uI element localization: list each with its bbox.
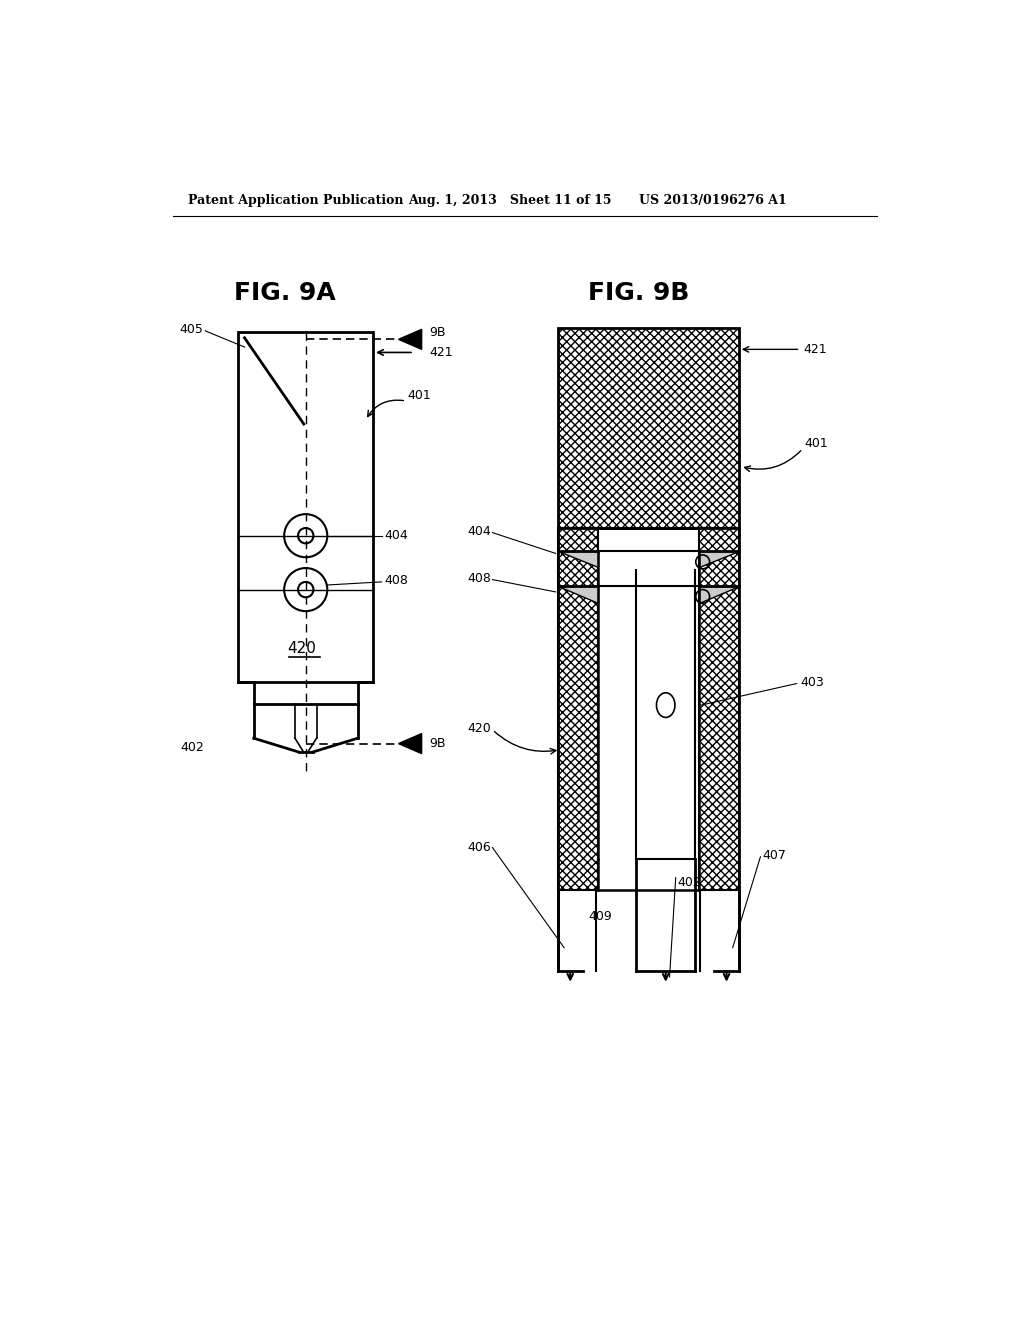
Text: FIG. 9B: FIG. 9B [588, 281, 689, 305]
Text: 9B: 9B [429, 737, 445, 750]
Text: 408: 408 [467, 572, 490, 585]
Bar [558, 327, 739, 528]
Polygon shape [698, 586, 739, 603]
Text: 408: 408 [385, 574, 409, 587]
Text: 409: 409 [589, 911, 612, 924]
Polygon shape [398, 330, 422, 350]
Text: 421: 421 [429, 346, 453, 359]
Text: 404: 404 [467, 524, 490, 537]
Bar [698, 528, 739, 890]
Text: US 2013/0196276 A1: US 2013/0196276 A1 [639, 194, 786, 207]
Text: FIG. 9A: FIG. 9A [233, 281, 336, 305]
Text: 401: 401 [408, 389, 431, 403]
Text: 406: 406 [467, 841, 490, 854]
Text: Patent Application Publication: Patent Application Publication [188, 194, 403, 207]
Polygon shape [558, 552, 598, 566]
Text: 402: 402 [677, 875, 701, 888]
Text: 401: 401 [804, 437, 828, 450]
Polygon shape [698, 552, 739, 566]
Polygon shape [558, 586, 598, 603]
Text: 421: 421 [804, 343, 827, 356]
Polygon shape [398, 734, 422, 754]
Bar [239, 331, 373, 682]
Text: Aug. 1, 2013   Sheet 11 of 15: Aug. 1, 2013 Sheet 11 of 15 [408, 194, 611, 207]
Text: 402: 402 [180, 741, 204, 754]
Text: 407: 407 [762, 849, 785, 862]
Text: 9B: 9B [429, 326, 445, 339]
Text: 405: 405 [180, 323, 204, 335]
Text: 403: 403 [801, 676, 824, 689]
Text: 420: 420 [467, 722, 490, 735]
Text: 404: 404 [385, 529, 409, 543]
Bar [558, 528, 598, 890]
Text: 420: 420 [288, 642, 316, 656]
